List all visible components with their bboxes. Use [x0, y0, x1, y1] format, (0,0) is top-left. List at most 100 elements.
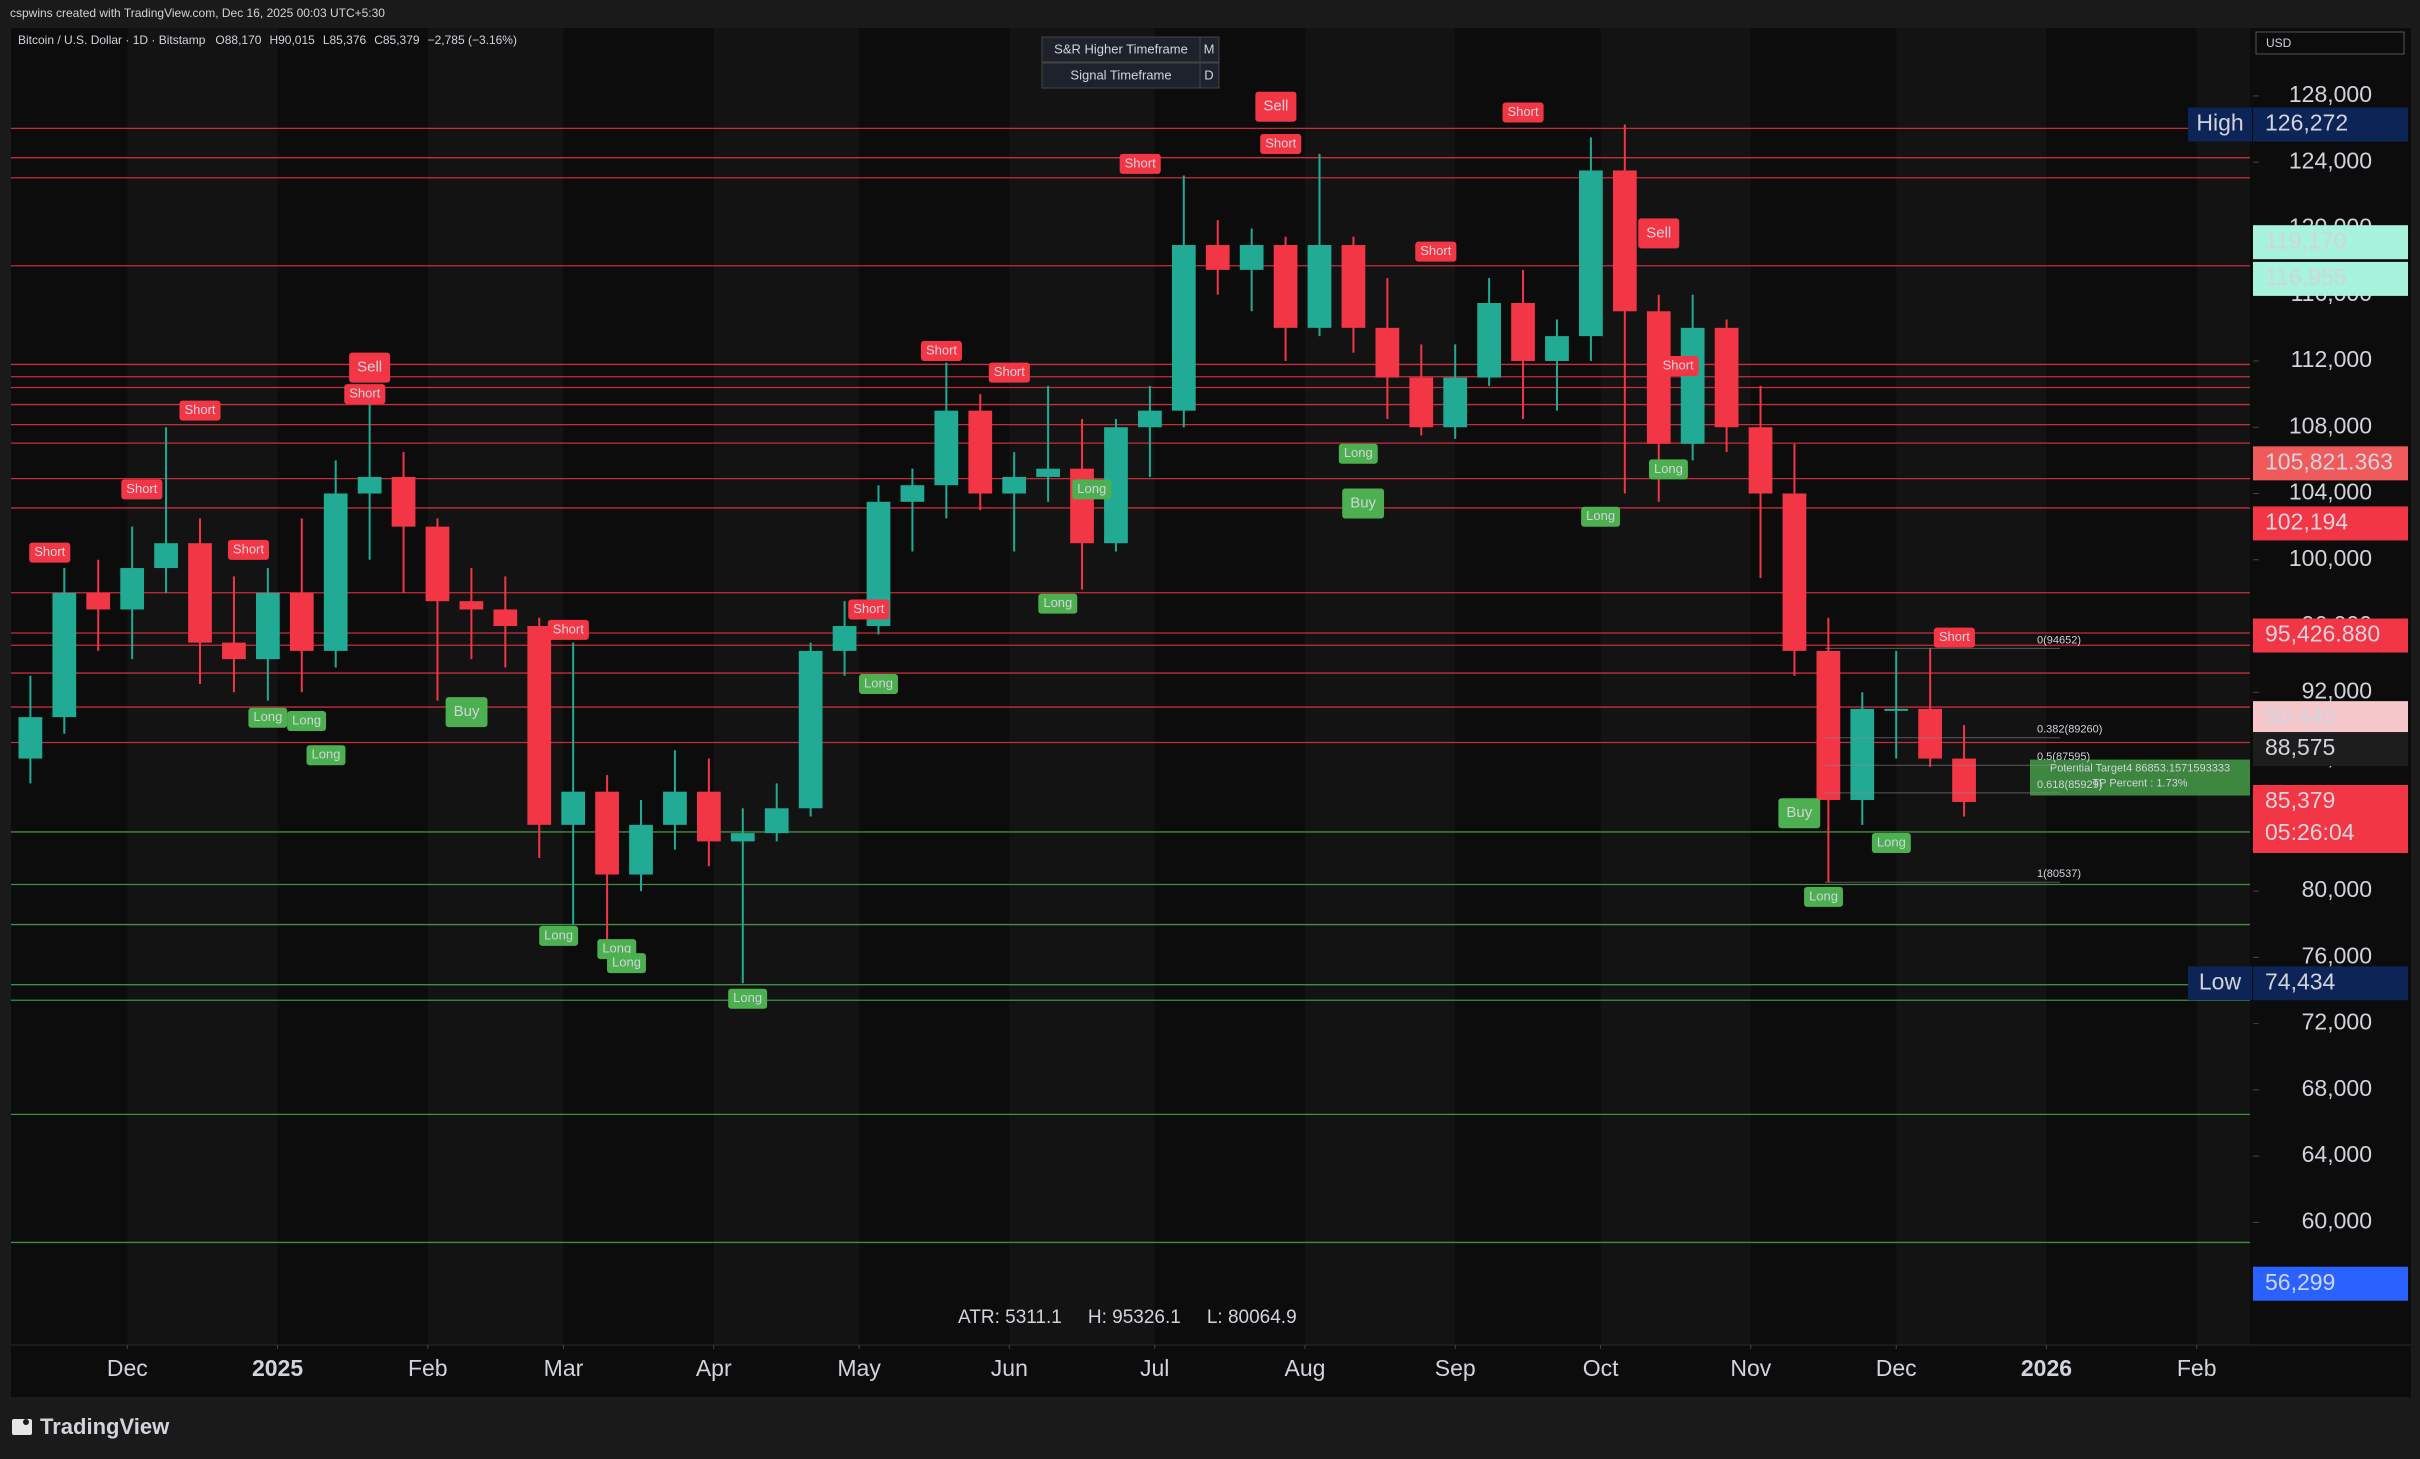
ohlc-key: O	[215, 33, 224, 47]
candle-body	[323, 493, 348, 651]
candle-body	[561, 791, 586, 825]
y-tick-label: 128,000	[2289, 81, 2372, 107]
candle-body	[1443, 377, 1468, 428]
signal: Short	[1933, 627, 1975, 648]
signal-label: Long	[312, 747, 341, 762]
signal: Long	[728, 988, 768, 1009]
signal-box	[1581, 506, 1621, 527]
month-band	[1154, 28, 1305, 1345]
signal-label: Long	[544, 927, 573, 942]
candle-body	[1850, 708, 1875, 800]
signal-label: Short	[1663, 357, 1694, 372]
x-tick-label: 2026	[2021, 1355, 2072, 1381]
table-cell	[1199, 62, 1220, 89]
candle-body	[255, 592, 280, 660]
y-tick-label: 108,000	[2289, 412, 2372, 438]
candle-body	[289, 592, 314, 651]
ohlc-value: 90,015	[278, 33, 315, 47]
signal: Long	[1581, 506, 1621, 527]
price-tag: 85,379 05:26:04	[2253, 784, 2408, 853]
signal: Long	[1804, 886, 1843, 907]
ohlc-value: 85,379	[383, 33, 420, 47]
price-tag-box	[2253, 784, 2408, 853]
signal: Short	[988, 362, 1030, 383]
signal-box	[1415, 241, 1457, 262]
x-tick-label: Mar	[544, 1355, 584, 1381]
candle-body	[764, 808, 789, 834]
candle-body	[188, 543, 212, 643]
candle-body	[222, 642, 246, 660]
candle-body	[1680, 327, 1705, 444]
ohlc-value: 85,376	[330, 33, 367, 47]
candle-body	[86, 592, 111, 610]
signal: Long	[1038, 593, 1078, 614]
signal-box	[1638, 218, 1680, 249]
stat: L: 80064.9	[1207, 1307, 1297, 1328]
signal-box	[607, 953, 646, 974]
signal-label: Long	[292, 712, 321, 727]
signal-box	[29, 542, 71, 563]
signal-label: Short	[233, 541, 264, 556]
candle-body	[1816, 650, 1841, 800]
month-band	[563, 28, 714, 1345]
candle-body	[1375, 327, 1400, 378]
ohlc-legend: O 88,170 H 90,015 L 85,376 C 85,379 −2,785 (−3.1…	[215, 33, 517, 47]
candles	[18, 124, 1976, 984]
signal-box	[1778, 798, 1821, 829]
signal: Short	[1119, 153, 1161, 174]
signal-label: Buy	[1350, 494, 1376, 511]
price-tag-prefix: Low	[2199, 968, 2242, 994]
candle-body	[52, 592, 77, 718]
candle-body	[1138, 410, 1162, 428]
levels	[11, 127, 2250, 1244]
overlays: Short Short Short Short Sell Short Short Short S…	[29, 91, 2250, 1328]
signal-label: Long	[1809, 888, 1838, 903]
stat: ATR: 5311.1	[958, 1307, 1062, 1328]
price-tag-label: 85,379	[2265, 787, 2335, 813]
signal-box	[248, 707, 288, 728]
price-tag-box	[2253, 446, 2408, 481]
signal-box	[344, 384, 386, 405]
candle-body	[391, 476, 416, 527]
brand: TradingView	[40, 1414, 170, 1439]
signal-label: Short	[1939, 629, 1970, 644]
candle-body	[357, 476, 382, 494]
signal: Long	[248, 707, 288, 728]
signal-box	[728, 988, 768, 1009]
signal-label: Buy	[1786, 804, 1812, 821]
signal-box	[988, 362, 1030, 383]
signal-box	[287, 710, 327, 731]
candle-body	[425, 526, 450, 602]
price-tag-label: 95,426.880	[2265, 621, 2380, 647]
signal-label: Short	[994, 364, 1025, 379]
ohlc-value: 88,170	[225, 33, 262, 47]
candle-body	[1884, 708, 1909, 711]
signal-label: Long	[253, 709, 282, 724]
signal: Long	[1072, 479, 1112, 500]
signal-label: Short	[34, 544, 65, 559]
candle-body	[154, 543, 178, 569]
price-tag-label: 102,194	[2265, 509, 2348, 535]
price-tag-box	[2253, 618, 2408, 653]
x-tick-label: 2025	[252, 1355, 303, 1381]
signal-box	[1342, 488, 1385, 519]
currency-box[interactable]	[2255, 31, 2405, 55]
price-tag-box	[2253, 225, 2408, 260]
month-band	[127, 28, 278, 1345]
x-tick-label: Jul	[1140, 1355, 1169, 1381]
price-tag: 105,821.363	[2253, 446, 2408, 481]
signal-box	[920, 341, 963, 362]
signal-box	[1338, 443, 1378, 464]
signal: Sell	[1638, 218, 1680, 249]
signal-label: Short	[1420, 243, 1451, 258]
candle-body	[663, 791, 687, 825]
candle-body	[1952, 758, 1976, 802]
stat: H: 95326.1	[1088, 1307, 1181, 1328]
y-tick-label: 104,000	[2289, 479, 2372, 505]
candle-body	[1409, 377, 1434, 428]
target-zone	[2030, 759, 2250, 796]
candle-body	[730, 833, 755, 842]
ohlc-key: C	[374, 33, 383, 47]
signal-label: Long	[1586, 508, 1615, 523]
